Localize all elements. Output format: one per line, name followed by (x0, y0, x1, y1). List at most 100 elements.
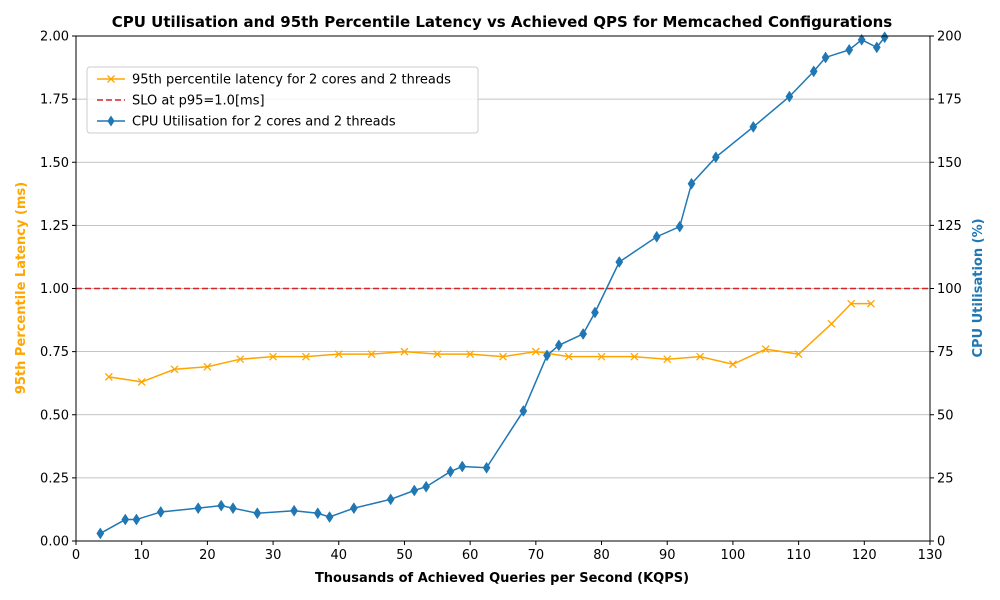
cpu-point (880, 31, 889, 44)
x-tick-label: 40 (330, 548, 347, 563)
latency-point (104, 372, 113, 381)
latency-point (400, 347, 409, 356)
cpu-point (857, 33, 866, 46)
cpu-point (821, 51, 830, 64)
legend-cpu-marker (107, 115, 115, 127)
y-right-tick-label: 50 (937, 408, 954, 423)
y-right-tick-label: 100 (937, 282, 962, 297)
cpu-point (845, 43, 854, 56)
y-left-tick-label: 0.50 (40, 408, 69, 423)
x-tick-label: 120 (852, 548, 877, 563)
latency-point (334, 350, 343, 359)
latency-point (466, 350, 475, 359)
latency-point (499, 352, 507, 361)
x-tick-label: 50 (396, 548, 413, 563)
latency-point (866, 299, 875, 308)
cpu-point (482, 461, 491, 474)
x-tick-label: 100 (721, 548, 746, 563)
cpu-point (313, 507, 322, 520)
cpu-point (543, 349, 551, 362)
latency-point (696, 352, 705, 361)
latency-point (301, 352, 310, 361)
chart-title: CPU Utilisation and 95th Percentile Late… (112, 13, 893, 31)
y-right-tick-label: 200 (937, 30, 962, 45)
y-right-tick-label: 150 (937, 156, 962, 171)
latency-point (663, 355, 672, 364)
cpu-point (446, 465, 455, 478)
cpu-point (325, 511, 334, 523)
cpu-point (410, 484, 419, 497)
y-left-tick-label: 0.00 (40, 535, 69, 550)
cpu-point (652, 230, 661, 243)
cpu-point (615, 256, 624, 268)
y-right-tick-label: 125 (937, 219, 962, 234)
latency-point (761, 345, 770, 354)
y-axis-left-label: 95th Percentile Latency (ms) (14, 182, 29, 394)
cpu-point (809, 65, 818, 78)
latency-point (564, 352, 573, 361)
cpu-point (217, 499, 226, 512)
cpu-point (229, 502, 237, 515)
latency-point (203, 362, 212, 371)
cpu-point (458, 460, 467, 473)
plot-area (76, 31, 930, 540)
cpu-point (711, 151, 720, 164)
latency-point (794, 350, 803, 359)
x-tick-label: 20 (199, 548, 216, 563)
x-tick-label: 90 (659, 548, 676, 563)
y-left-tick-label: 1.00 (40, 282, 69, 297)
cpu-point (253, 507, 262, 520)
latency-point (269, 352, 278, 361)
latency-point (728, 360, 737, 369)
latency-series-line (108, 302, 871, 383)
x-tick-label: 0 (72, 548, 80, 563)
cpu-point (194, 502, 203, 515)
y-left-tick-label: 2.00 (40, 30, 69, 45)
cpu-point (591, 306, 599, 319)
x-tick-label: 70 (528, 548, 545, 563)
cpu-point (156, 506, 165, 518)
cpu-point (132, 513, 141, 526)
cpu-point (422, 480, 431, 493)
latency-point (847, 299, 856, 308)
y-right-tick-label: 175 (937, 93, 962, 108)
latency-point (597, 352, 606, 361)
y-right-tick-label: 25 (937, 471, 954, 486)
y-left-tick-label: 0.75 (40, 345, 69, 360)
x-tick-label: 80 (593, 548, 610, 563)
legend: 95th percentile latency for 2 cores and … (86, 66, 479, 134)
legend-entry-label: SLO at p95=1.0[ms] (132, 94, 265, 109)
cpu-point (749, 120, 758, 133)
cpu-point (121, 513, 130, 526)
x-tick-label: 10 (133, 548, 150, 563)
latency-point (827, 319, 836, 328)
legend-box (86, 66, 479, 134)
latency-point (137, 377, 146, 386)
x-tick-label: 30 (265, 548, 282, 563)
latency-point (433, 350, 442, 359)
y-axis-right-label: CPU Utilisation (%) (971, 218, 986, 357)
latency-point (170, 365, 179, 374)
cpu-point (872, 41, 881, 54)
y-left-tick-label: 1.50 (40, 156, 69, 171)
cpu-point (519, 405, 528, 417)
axes: 0.00 0.25 0.50 0.75 1.00 1.25 1.50 1.75 2.00 0 25 5… (40, 30, 962, 564)
x-tick-label: 130 (918, 548, 943, 563)
y-right-tick-label: 0 (937, 535, 945, 550)
y-left-tick-label: 1.75 (40, 93, 69, 108)
x-axis-label: Thousands of Achieved Queries per Second… (315, 571, 689, 586)
x-tick-label: 60 (462, 548, 479, 563)
legend-entry-label: 95th percentile latency for 2 cores and … (132, 73, 451, 88)
cpu-point (675, 220, 684, 233)
legend-entry-label: CPU Utilisation for 2 cores and 2 thread… (132, 115, 396, 130)
latency-point (367, 350, 376, 359)
latency-point (531, 347, 540, 356)
latency-point (630, 352, 639, 361)
cpu-point (349, 502, 358, 515)
cpu-point (290, 504, 298, 517)
y-right-tick-label: 75 (937, 345, 954, 360)
latency-point (236, 355, 245, 364)
cpu-point (785, 90, 794, 103)
cpu-point (386, 493, 395, 506)
